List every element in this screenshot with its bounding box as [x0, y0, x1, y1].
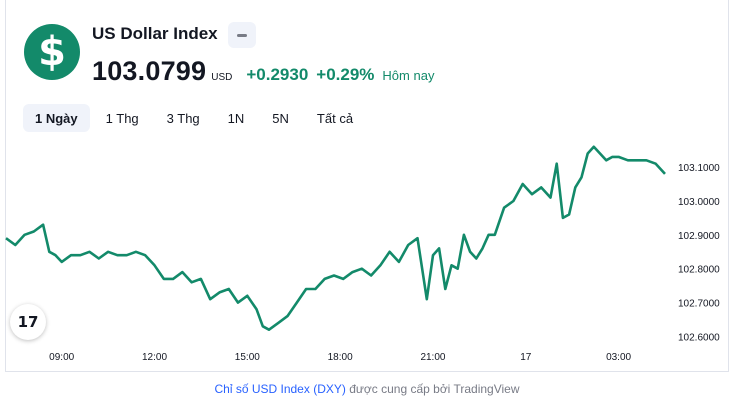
currency-label: USD: [211, 72, 233, 83]
attribution: Chỉ số USD Index (DXY) được cung cấp bởi…: [0, 382, 734, 396]
price-change-percent: +0.29%: [316, 65, 375, 84]
y-tick-label: 103.1000: [678, 163, 720, 174]
y-tick-label: 103.0000: [678, 197, 720, 208]
tab-1-month[interactable]: 1 Thg: [105, 110, 139, 126]
x-tick-label: 21:00: [420, 352, 445, 363]
y-tick-label: 102.8000: [678, 265, 720, 276]
tab-3-month[interactable]: 3 Thg: [166, 110, 200, 126]
tab-1-year[interactable]: 1N: [227, 110, 245, 126]
dollar-logo-icon: $: [24, 24, 80, 80]
tradingview-logo-icon[interactable]: 17: [10, 304, 46, 340]
price-line: [5, 145, 666, 331]
price-chart[interactable]: 103.1000 103.0000 102.9000 102.8000 102.7000…: [0, 140, 734, 370]
x-tick-label: 12:00: [142, 352, 167, 363]
attribution-suffix: được cung cấp bởi TradingView: [345, 382, 520, 396]
attribution-link[interactable]: Chỉ số USD Index (DXY): [214, 382, 346, 396]
price-row: 103.0799 USD +0.2930 +0.29% Hôm nay: [92, 56, 434, 87]
collapse-button[interactable]: [228, 22, 256, 48]
tab-1-day[interactable]: 1 Ngày: [23, 104, 90, 132]
symbol-overview-widget: $ US Dollar Index 103.0799 USD +0.2930 +…: [5, 0, 729, 372]
x-tick-label: 18:00: [328, 352, 353, 363]
x-tick-label: 09:00: [49, 352, 74, 363]
y-tick-label: 102.9000: [678, 231, 720, 242]
tab-all[interactable]: Tất cả: [316, 110, 354, 126]
symbol-title[interactable]: US Dollar Index: [92, 24, 218, 43]
period-label: Hôm nay: [382, 68, 435, 83]
minus-icon: [237, 33, 247, 37]
x-tick-label: 17: [520, 352, 532, 363]
last-price: 103.0799: [92, 56, 207, 86]
x-tick-label: 15:00: [235, 352, 260, 363]
y-tick-label: 102.6000: [678, 332, 720, 343]
y-tick-label: 102.7000: [678, 299, 720, 310]
tab-5-year[interactable]: 5N: [272, 110, 289, 126]
price-change: +0.2930: [246, 65, 309, 84]
range-tabs: 1 Ngày 1 Thg 3 Thg 1N 5N Tất cả: [23, 104, 369, 132]
x-tick-label: 03:00: [606, 352, 631, 363]
